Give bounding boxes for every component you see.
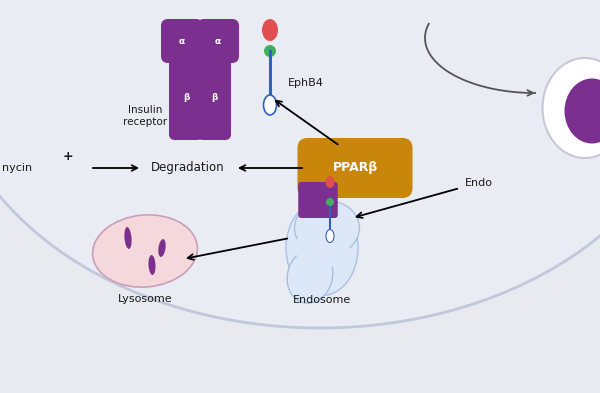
Text: Lysosome: Lysosome — [118, 294, 172, 304]
Ellipse shape — [262, 19, 278, 41]
Ellipse shape — [158, 239, 166, 257]
Ellipse shape — [287, 249, 333, 303]
Ellipse shape — [295, 228, 349, 268]
Text: Endo: Endo — [465, 178, 493, 188]
Ellipse shape — [326, 230, 334, 242]
Ellipse shape — [286, 200, 358, 296]
FancyBboxPatch shape — [310, 182, 326, 218]
Ellipse shape — [124, 227, 131, 249]
FancyBboxPatch shape — [298, 182, 314, 218]
Text: Insulin
receptor: Insulin receptor — [123, 105, 167, 127]
Text: nycin: nycin — [2, 163, 32, 173]
FancyBboxPatch shape — [161, 19, 203, 63]
Text: +: + — [62, 151, 73, 163]
FancyBboxPatch shape — [197, 56, 231, 140]
Text: PPARβ: PPARβ — [332, 162, 377, 174]
Text: α: α — [215, 37, 221, 46]
Ellipse shape — [542, 58, 600, 158]
Ellipse shape — [264, 45, 276, 57]
FancyBboxPatch shape — [197, 19, 239, 63]
Ellipse shape — [295, 200, 359, 255]
Ellipse shape — [148, 255, 155, 275]
Ellipse shape — [92, 215, 197, 287]
Text: β: β — [183, 94, 189, 103]
Text: α: α — [179, 37, 185, 46]
Text: Endosome: Endosome — [293, 295, 351, 305]
Text: Degradation: Degradation — [151, 162, 225, 174]
Text: EphB4: EphB4 — [288, 78, 324, 88]
FancyBboxPatch shape — [322, 182, 338, 218]
Text: β: β — [211, 94, 217, 103]
Ellipse shape — [263, 95, 277, 115]
Ellipse shape — [326, 198, 334, 206]
FancyBboxPatch shape — [169, 56, 203, 140]
Ellipse shape — [325, 176, 335, 188]
Ellipse shape — [0, 0, 600, 328]
FancyBboxPatch shape — [298, 138, 413, 198]
Ellipse shape — [565, 79, 600, 143]
